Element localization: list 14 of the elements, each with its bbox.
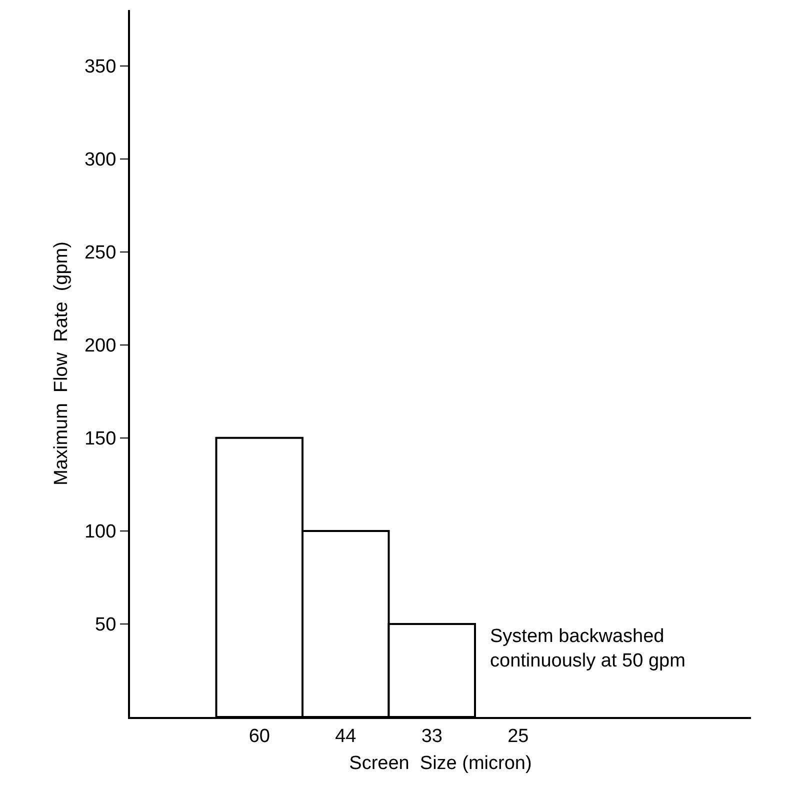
y-tick-label: 100 <box>84 522 116 543</box>
y-tick-label: 150 <box>84 428 116 450</box>
y-axis-title: Maximum Flow Rate (gpm) <box>50 242 72 486</box>
x-tick-label: 25 <box>508 726 529 747</box>
y-tick-label: 200 <box>84 336 116 357</box>
annotation: System backwashed continuously at 50 gpm <box>490 626 686 672</box>
x-tick-label: 60 <box>248 726 270 747</box>
y-tick-label: 50 <box>95 614 116 636</box>
y-tick-label: 250 <box>84 242 116 264</box>
y-tick-label: 350 <box>84 56 116 78</box>
y-tick-label: 300 <box>84 149 116 170</box>
x-tick-label: 33 <box>421 726 442 747</box>
x-tick-label: 44 <box>335 726 357 747</box>
x-axis-title: Screen Size (micron) <box>349 753 532 774</box>
